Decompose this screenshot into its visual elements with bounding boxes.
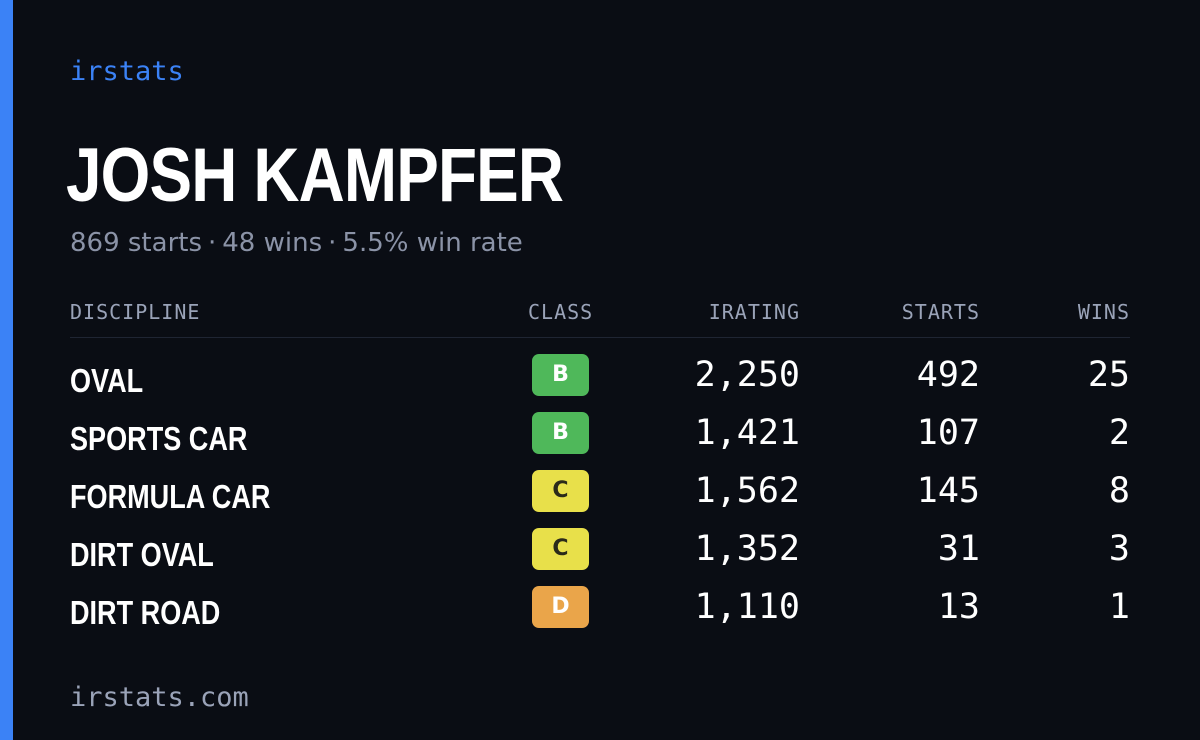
table-header: DISCIPLINE CLASS IRATING STARTS WINS <box>70 300 1130 338</box>
table-row: DIRT ROAD D 1,110 13 1 <box>70 586 1130 644</box>
class-badge: B <box>532 354 589 396</box>
irating-value: 1,562 <box>694 471 800 511</box>
separator: · <box>328 228 337 258</box>
discipline-name: SPORTS CAR <box>70 420 248 457</box>
irating-value: 1,110 <box>694 587 800 627</box>
discipline-table: DISCIPLINE CLASS IRATING STARTS WINS OVA… <box>70 300 1130 644</box>
starts-value: 31 <box>937 529 980 569</box>
table-body: OVAL B 2,250 492 25 SPORTS CAR B 1,421 1… <box>70 354 1130 644</box>
starts-value: 492 <box>916 355 980 395</box>
starts-summary: 869 starts <box>70 228 202 258</box>
separator: · <box>208 228 217 258</box>
header-discipline: DISCIPLINE <box>70 300 201 324</box>
starts-value: 13 <box>937 587 980 627</box>
win-rate-summary: 5.5% win rate <box>342 228 523 258</box>
table-row: SPORTS CAR B 1,421 107 2 <box>70 412 1130 470</box>
starts-value: 145 <box>916 471 980 511</box>
driver-summary: 869 starts · 48 wins · 5.5% win rate <box>70 228 523 258</box>
brand-logo[interactable]: irstats <box>70 56 184 87</box>
wins-value: 3 <box>1108 529 1130 569</box>
table-row: DIRT OVAL C 1,352 31 3 <box>70 528 1130 586</box>
footer-url[interactable]: irstats.com <box>70 682 249 713</box>
discipline-name: DIRT OVAL <box>70 536 214 573</box>
wins-value: 1 <box>1108 587 1130 627</box>
accent-bar <box>0 0 13 740</box>
wins-value: 8 <box>1108 471 1130 511</box>
discipline-name: OVAL <box>70 362 144 399</box>
class-badge: C <box>532 528 589 570</box>
wins-value: 25 <box>1087 355 1130 395</box>
header-class: CLASS <box>528 300 594 324</box>
class-badge: C <box>532 470 589 512</box>
class-badge: B <box>532 412 589 454</box>
discipline-name: DIRT ROAD <box>70 594 221 631</box>
header-starts: STARTS <box>901 300 980 324</box>
table-row: FORMULA CAR C 1,562 145 8 <box>70 470 1130 528</box>
driver-name: JOSH KAMPFER <box>66 133 564 218</box>
header-irating: IRATING <box>708 300 800 324</box>
header-wins: WINS <box>1077 300 1130 324</box>
discipline-name: FORMULA CAR <box>70 478 271 515</box>
irating-value: 1,421 <box>694 413 800 453</box>
table-row: OVAL B 2,250 492 25 <box>70 354 1130 412</box>
class-badge: D <box>532 586 589 628</box>
irating-value: 1,352 <box>694 529 800 569</box>
wins-summary: 48 wins <box>222 228 323 258</box>
irating-value: 2,250 <box>694 355 800 395</box>
wins-value: 2 <box>1108 413 1130 453</box>
starts-value: 107 <box>916 413 980 453</box>
